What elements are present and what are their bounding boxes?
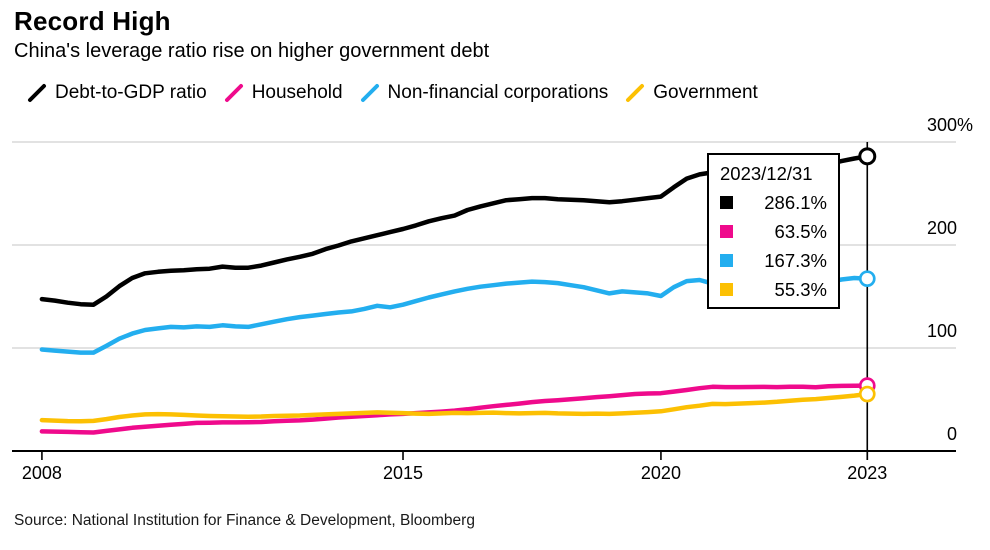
tooltip-row-debt-to-gdp: 286.1% [720,188,827,217]
legend-slash-icon [626,84,645,102]
end-marker-non-financial-corporations [858,270,876,288]
chart-title: Record High [14,6,171,36]
household-line [39,383,870,435]
legend-slash-icon [28,84,46,102]
y-tick-label-100: 100 [927,321,957,341]
series-swatch [720,225,733,238]
x-tick-label-2020: 2020 [641,463,681,483]
legend-item-non-financial-corporations[interactable]: Non-financial corporations [360,82,609,104]
legend-label: Household [251,82,343,103]
x-tick-label-2023: 2023 [847,463,887,483]
chart-subtitle: China's leverage ratio rise on higher go… [14,40,490,62]
tooltip: 2023/12/31 286.1% 63.5% 167.3% 55.3% [707,153,840,309]
tooltip-value: 167.3% [764,249,827,271]
tooltip-row-non-financial-corporations: 167.3% [720,246,827,275]
tooltip-value: 63.5% [774,220,827,242]
y-tick-label-300: 300% [927,115,973,135]
source-note: Source: National Institution for Finance… [14,512,475,529]
end-marker-debt-to-gdp-ratio [858,147,877,166]
legend-label: Non-financial corporations [387,82,609,103]
legend-slash-icon [360,84,379,102]
y-tick-label-0: 0 [947,424,957,444]
legend-item-government[interactable]: Government [625,82,758,104]
x-tick-label-2008: 2008 [22,463,62,483]
series-swatch [720,283,733,296]
tooltip-value: 55.3% [774,278,827,300]
legend-item-household[interactable]: Household [224,82,343,104]
tooltip-row-household: 63.5% [720,217,827,246]
y-tick-label-200: 200 [927,218,957,238]
series-swatch [720,254,733,267]
legend-label: Debt-to-GDP ratio [55,82,207,103]
tooltip-date: 2023/12/31 [720,163,813,184]
end-marker-government [858,385,876,403]
legend: Debt-to-GDP ratio Household Non-financia… [27,82,758,104]
government-line [39,391,870,424]
tooltip-value: 286.1% [764,191,827,213]
x-tick-label-2015: 2015 [383,463,423,483]
tooltip-row-government: 55.3% [720,275,827,304]
series-swatch [720,196,733,209]
legend-label: Government [653,82,758,103]
legend-slash-icon [224,84,243,102]
legend-item-debt-to-gdp[interactable]: Debt-to-GDP ratio [27,82,207,104]
